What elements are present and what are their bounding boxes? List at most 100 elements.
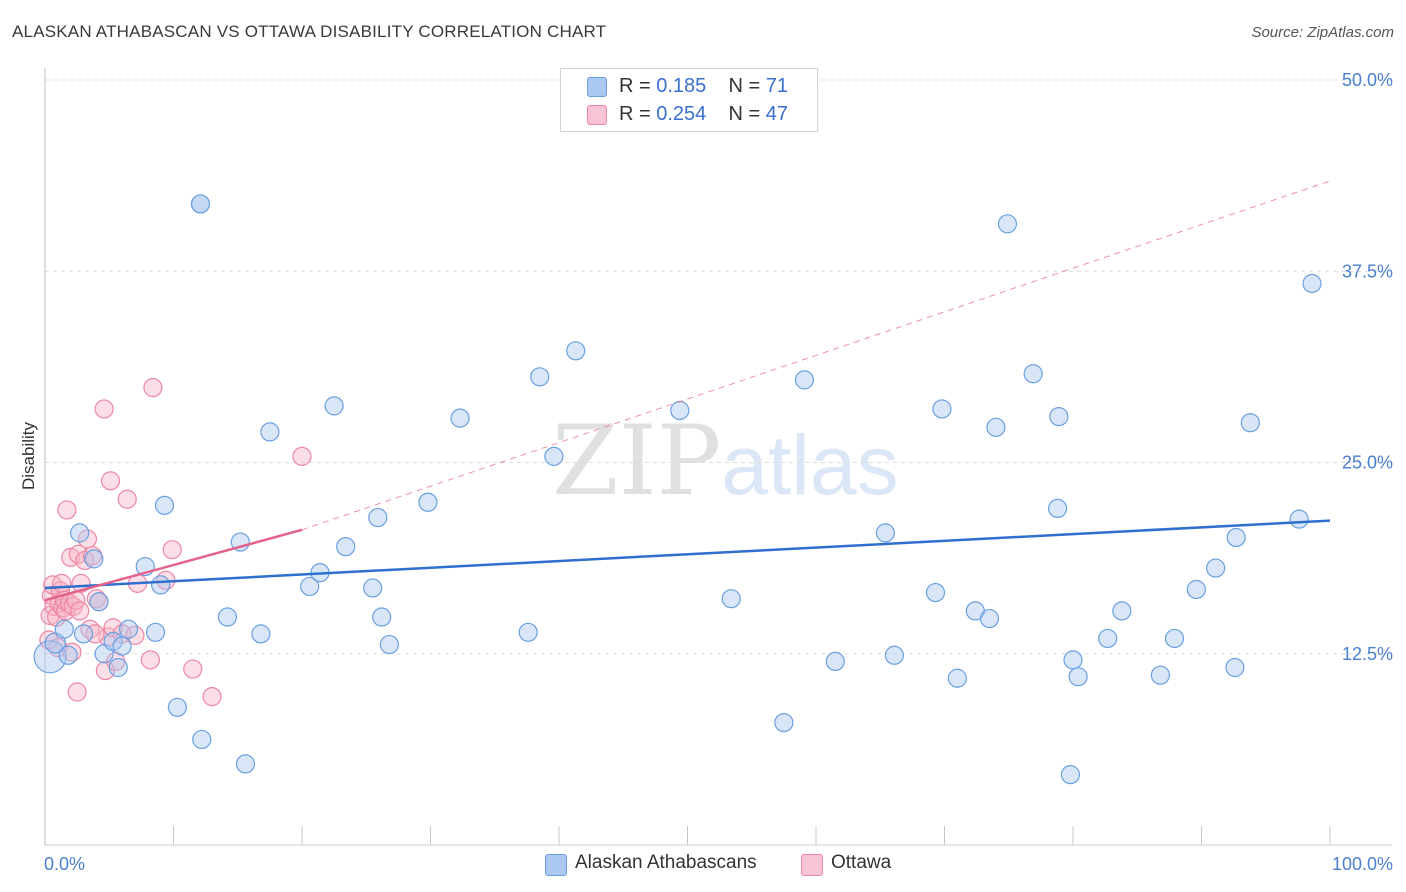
watermark-atlas: atlas bbox=[721, 418, 899, 512]
alaskan-athabascan-point bbox=[54, 619, 74, 639]
alaskan-athabascan-point bbox=[251, 624, 271, 644]
alaskan-athabascan-point bbox=[566, 341, 586, 361]
bottom-legend-swatch-pink bbox=[801, 854, 823, 876]
watermark-zip: ZIP bbox=[552, 405, 722, 517]
alaskan-athabascan-point bbox=[1063, 650, 1083, 670]
y-tick-label: 25.0% bbox=[1342, 453, 1393, 473]
alaskan-athabascan-point bbox=[1186, 579, 1206, 600]
ottawa-point bbox=[183, 659, 203, 679]
alaskan-athabascan-point bbox=[1150, 665, 1170, 685]
ottawa-trend-extension bbox=[301, 180, 1331, 531]
y-tick-label: 50.0% bbox=[1342, 70, 1393, 90]
alaskan-athabascan-point bbox=[825, 651, 845, 672]
alaskan-athabascan-point bbox=[1049, 407, 1069, 427]
alaskan-athabascan-point bbox=[721, 589, 741, 609]
alaskan-athabascan-point bbox=[84, 549, 104, 569]
alaskan-athabascan-point bbox=[89, 592, 109, 612]
ottawa-point bbox=[117, 489, 137, 509]
alaskan-athabascan-point bbox=[986, 417, 1006, 437]
alaskan-athabascan-point bbox=[363, 578, 383, 598]
alaskan-athabascan-point bbox=[154, 495, 175, 515]
alaskan-athabascan-point bbox=[103, 631, 123, 652]
alaskan-athabascan-point bbox=[450, 408, 470, 428]
alaskan-athabascan-point bbox=[379, 634, 399, 655]
ottawa-point bbox=[48, 638, 68, 658]
ticks: 12.5% 25.0% 37.5% 50.0% 0.0% 100.0% bbox=[44, 70, 1393, 874]
alaskan-athabascan-point bbox=[336, 537, 356, 557]
alaskan-athabascan-point bbox=[70, 523, 90, 543]
alaskan-athabascan-point bbox=[167, 697, 187, 717]
legend-r-value: 0.185 bbox=[656, 75, 707, 97]
alaskan-athabascan-point bbox=[1240, 413, 1260, 433]
legend-n-label: N = bbox=[728, 75, 761, 97]
alaskan-athabascan-point bbox=[260, 422, 280, 442]
y-axis-title: Disability bbox=[19, 421, 38, 490]
ottawa-point bbox=[70, 601, 90, 621]
legend-r-label: R = bbox=[619, 75, 651, 97]
alaskan-athabascan-point bbox=[1047, 498, 1068, 518]
alaskan-athabascan-point bbox=[112, 636, 132, 656]
grid bbox=[45, 79, 1392, 655]
alaskan-athabascan-point bbox=[145, 622, 166, 642]
alaskan-athabascan-point bbox=[925, 582, 946, 603]
alaskan-athabascan-point bbox=[418, 492, 438, 512]
ottawa-point bbox=[140, 650, 160, 670]
alaskan-athabascan-point bbox=[1068, 667, 1088, 687]
legend-n-value: 47 bbox=[765, 103, 789, 125]
watermark: ZIPatlas bbox=[552, 405, 899, 517]
trend-lines bbox=[44, 180, 1331, 602]
alaskan-athabascan-point bbox=[1302, 273, 1322, 294]
alaskan-athabascan-point bbox=[1206, 558, 1226, 578]
alaskan-athabascan-point bbox=[192, 729, 212, 750]
bottom-legend-label: Alaskan Athabascans bbox=[575, 852, 757, 873]
alaskan-athabascan-point bbox=[1289, 509, 1309, 529]
ottawa-point bbox=[292, 446, 312, 466]
alaskan-athabascan-point bbox=[947, 668, 967, 688]
alaskan-athabascan-point bbox=[217, 607, 238, 627]
alaskan-athabascan-point bbox=[932, 399, 952, 419]
ottawa-point bbox=[94, 399, 114, 419]
alaskan-athabascan-point bbox=[58, 645, 78, 665]
alaskan-athabascan-point bbox=[518, 622, 538, 642]
alaskan-athabascan-point bbox=[368, 507, 388, 528]
legend-r-label: R = bbox=[619, 103, 651, 125]
alaskan-athabascan-point bbox=[1023, 364, 1043, 384]
legend-swatch-blue bbox=[587, 77, 607, 97]
bottom-legend-label: Ottawa bbox=[831, 852, 892, 873]
ottawa-point bbox=[162, 540, 182, 560]
ottawa-point bbox=[61, 547, 81, 567]
alaskan-athabascan-point bbox=[235, 754, 256, 774]
alaskan-athabascan-point bbox=[1060, 765, 1081, 785]
legend: R = 0.185 N = 71 R = 0.254 N = 47 bbox=[560, 68, 818, 132]
x-tick-label: 100.0% bbox=[1332, 854, 1393, 874]
ottawa-point bbox=[57, 500, 77, 520]
alaskan-athabascan-point bbox=[1225, 657, 1245, 678]
alaskan-athabascan-point bbox=[1112, 601, 1132, 621]
y-tick-label: 37.5% bbox=[1342, 261, 1393, 281]
alaskan-athabascan-point bbox=[190, 194, 211, 214]
alaskan-athabascan-point bbox=[997, 214, 1018, 234]
ottawa-point bbox=[100, 471, 121, 491]
ottawa-point bbox=[86, 589, 107, 609]
alaskan-athabascan-point bbox=[794, 370, 815, 390]
alaskan-athabascan-point bbox=[300, 576, 320, 597]
ottawa-point bbox=[202, 686, 222, 707]
alaskan-athabascan-point bbox=[884, 645, 904, 665]
ottawa-point bbox=[67, 682, 87, 702]
y-tick-label: 12.5% bbox=[1342, 644, 1393, 664]
alaskan-athabascan-point bbox=[73, 624, 94, 644]
alaskan-athabascan-point bbox=[1164, 628, 1185, 649]
alaskan-trend-line bbox=[44, 519, 1331, 590]
ottawa-point bbox=[52, 573, 72, 593]
ottawa-points bbox=[39, 377, 312, 707]
legend-n-value: 71 bbox=[765, 75, 789, 97]
alaskan-athabascan-point bbox=[324, 396, 344, 416]
alaskan-athabascan-point bbox=[33, 640, 67, 674]
alaskan-athabascan-points bbox=[33, 194, 1322, 785]
legend-swatch-pink bbox=[587, 105, 607, 125]
alaskan-athabascan-point bbox=[372, 607, 392, 627]
alaskan-athabascan-point bbox=[530, 367, 550, 387]
ottawa-trend-line bbox=[44, 528, 303, 602]
alaskan-athabascan-point bbox=[979, 608, 1000, 629]
